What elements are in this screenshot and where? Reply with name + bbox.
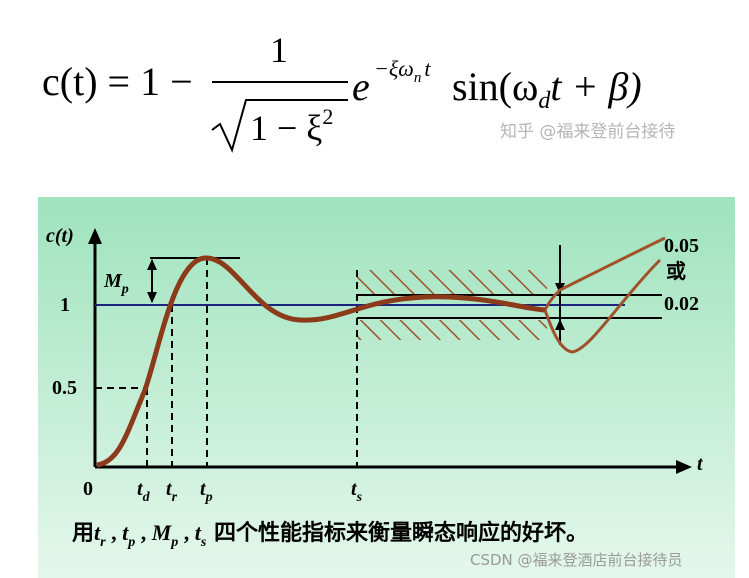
response-curve-narrow — [543, 258, 662, 354]
y-axis-label: c(t) — [46, 225, 74, 247]
caption-item: M — [151, 520, 173, 545]
tr-label: tr — [166, 478, 178, 505]
caption-sub: s — [200, 535, 207, 550]
caption-sub: p — [170, 535, 178, 550]
sqrt-sign — [211, 99, 348, 153]
formula-exp-base: e — [352, 64, 370, 109]
exponent-sub: n — [414, 70, 422, 86]
label-sub: s — [356, 490, 363, 505]
label-main: t — [200, 478, 207, 500]
caption-separator: , — [135, 520, 152, 545]
label-sub: r — [172, 490, 178, 505]
band-narrow-label: 0.02 — [664, 293, 699, 315]
formula-numerator: 1 — [270, 30, 288, 70]
formula-exponent: −ξωn t — [374, 56, 431, 86]
sin-tail: t + β) — [550, 64, 641, 109]
td-label: td — [137, 478, 151, 505]
label-sub: d — [143, 490, 151, 505]
mp-arrowheads — [147, 259, 157, 303]
response-curve — [96, 255, 546, 468]
exponent-text: −ξω — [374, 56, 414, 81]
caption-sub: p — [127, 535, 135, 550]
formula-lhs: c(t) = 1 − — [42, 59, 193, 104]
ts-label: ts — [351, 478, 363, 505]
watermark-bottom: CSDN @福来登酒店前台接待员 — [470, 551, 683, 569]
denominator-power: 2 — [322, 104, 333, 129]
caption: 用tr , tp , Mp , ts 四个性能指标来衡量瞬态响应的好坏。 — [72, 520, 588, 550]
level-one: 1 — [60, 294, 70, 316]
hatch-lower — [357, 320, 547, 340]
exponent-tail: t — [424, 56, 431, 81]
band-wide-label: 0.05 — [664, 235, 699, 257]
tp-label: tp — [200, 478, 213, 505]
caption-prefix: 用 — [72, 521, 94, 546]
label-sub: p — [121, 282, 129, 297]
formula-sin: sin(ωdt + β) — [452, 64, 642, 114]
label-main: M — [103, 270, 123, 292]
caption-separator: , — [178, 520, 195, 545]
caption-item: t — [195, 520, 202, 545]
watermark-top: 知乎 @福来登前台接待 — [500, 122, 675, 142]
band-arrowheads — [555, 283, 565, 330]
origin: 0 — [83, 478, 93, 500]
caption-suffix: 四个性能指标来衡量瞬态响应的好坏。 — [206, 520, 588, 546]
x-arrow — [676, 460, 692, 474]
label-main: t — [166, 478, 173, 500]
guides — [95, 258, 358, 467]
caption-item: t — [94, 520, 101, 545]
hatch-upper — [357, 270, 547, 294]
caption-sub: r — [100, 535, 106, 550]
label-main: t — [351, 478, 358, 500]
band-or-label: 或 — [666, 259, 686, 283]
formula-denominator: 1 − ξ2 — [250, 104, 333, 148]
sin-sub: d — [538, 88, 551, 114]
y-arrow — [88, 228, 102, 244]
formula: c(t) = 1 − 1 1 − ξ2 e −ξωn t sin(ωdt + β) — [42, 30, 642, 153]
x-axis-label: t — [697, 453, 704, 475]
label-main: t — [137, 478, 144, 500]
caption-item: t — [122, 520, 129, 545]
label-sub: p — [205, 490, 213, 505]
denominator-text: 1 − ξ — [250, 108, 322, 148]
level-half: 0.5 — [52, 377, 77, 399]
caption-separator: , — [106, 520, 123, 545]
overshoot-label: Mp — [103, 270, 129, 297]
sin-head: sin(ω — [452, 64, 538, 109]
